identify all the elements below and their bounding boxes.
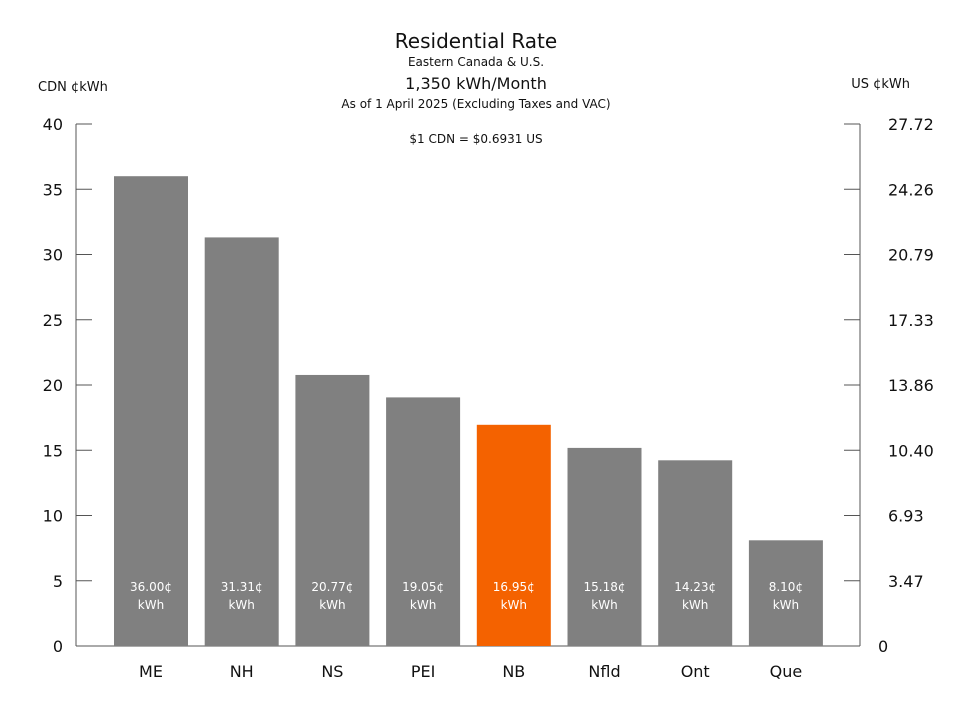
bar-value-label: 36.00¢ <box>130 580 172 594</box>
right-axis-unit: US ¢kWh <box>851 77 910 92</box>
bars: 36.00¢ kWh 31.31¢ kWh 20.77¢ kWh 19.05¢ kWh 16.9… <box>114 176 823 647</box>
left-tick-label: 40 <box>43 115 63 134</box>
bar-unit-label: kWh <box>410 598 436 612</box>
right-tick-label: 20.79 <box>888 246 934 265</box>
bar-unit-label: kWh <box>773 598 799 612</box>
bar-pei <box>386 397 461 646</box>
chart-subtitle-region: Eastern Canada & U.S. <box>408 55 544 69</box>
bar-me <box>114 176 188 646</box>
chart-subtitle-consumption: 1,350 kWh/Month <box>405 74 547 93</box>
exchange-rate-note: $1 CDN = $0.6931 US <box>409 132 542 146</box>
category-label-ont: Ont <box>681 662 710 681</box>
left-tick-label: 10 <box>43 507 63 526</box>
bar-unit-label: kWh <box>138 598 164 612</box>
bar-value-label: 16.95¢ <box>493 580 535 594</box>
bar-value-label: 19.05¢ <box>402 580 444 594</box>
right-tick-label: 27.72 <box>888 115 934 134</box>
category-label-nh: NH <box>230 662 254 681</box>
bar-value-label: 31.31¢ <box>221 580 263 594</box>
category-label-me: ME <box>139 662 163 681</box>
bar-value-label: 8.10¢ <box>769 580 803 594</box>
bar-value-label: 20.77¢ <box>311 580 353 594</box>
left-tick-label: 0 <box>53 637 63 656</box>
axes: 0 0 5 3.47 10 6.93 15 10.40 20 13.86 25 17.33 30 20.7… <box>43 115 934 656</box>
bar-value-label: 15.18¢ <box>584 580 626 594</box>
left-tick-label: 5 <box>53 572 63 591</box>
bar-unit-label: kWh <box>228 598 254 612</box>
left-tick-label: 30 <box>43 246 63 265</box>
left-tick-label: 15 <box>43 441 63 460</box>
category-labels: ME NH NS PEI NB Nfld Ont Que <box>139 662 802 681</box>
bar-unit-label: kWh <box>319 598 345 612</box>
left-axis-unit: CDN ¢kWh <box>38 80 108 95</box>
category-label-nb: NB <box>502 662 525 681</box>
bar-ns <box>295 374 370 646</box>
bar-value-label: 14.23¢ <box>674 580 716 594</box>
right-tick-label: 6.93 <box>888 507 924 526</box>
chart-subtitle-date: As of 1 April 2025 (Excluding Taxes and … <box>341 97 610 111</box>
chart-title: Residential Rate <box>395 29 557 53</box>
right-tick-label: 3.47 <box>888 572 924 591</box>
left-tick-label: 25 <box>43 311 63 330</box>
bar-unit-label: kWh <box>591 598 617 612</box>
bar-que <box>748 540 823 646</box>
right-tick-label: 0 <box>878 637 888 656</box>
right-tick-label: 10.40 <box>888 441 934 460</box>
left-tick-label: 20 <box>43 376 63 395</box>
left-tick-label: 35 <box>43 180 63 199</box>
bar-nb <box>476 424 551 646</box>
category-label-ns: NS <box>321 662 343 681</box>
category-label-pei: PEI <box>411 662 435 681</box>
category-label-nfld: Nfld <box>588 662 620 681</box>
bar-unit-label: kWh <box>682 598 708 612</box>
bar-nh <box>204 237 279 647</box>
category-label-que: Que <box>770 662 803 681</box>
right-tick-label: 24.26 <box>888 180 934 199</box>
right-tick-label: 13.86 <box>888 376 934 395</box>
bar-unit-label: kWh <box>501 598 527 612</box>
right-tick-label: 17.33 <box>888 311 934 330</box>
bar-nfld <box>567 447 642 646</box>
bar-ont <box>658 460 733 646</box>
